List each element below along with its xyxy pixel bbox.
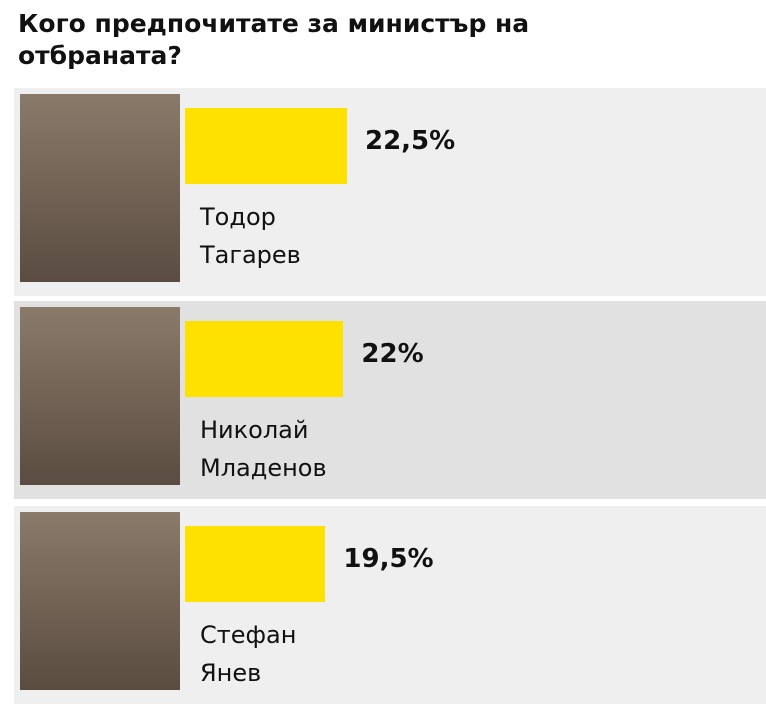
photo	[20, 512, 180, 690]
category-label: Стефан Янев	[200, 621, 297, 687]
row: 19,5% Стефан Янев	[14, 506, 766, 704]
photo	[20, 307, 180, 485]
row: 22% Николай Младенов	[14, 301, 766, 499]
value-label: 22%	[361, 339, 424, 369]
category-label: Тодор Тагарев	[200, 203, 301, 269]
category-label: Николай Младенов	[200, 416, 327, 482]
bar	[185, 526, 326, 602]
bar	[185, 321, 344, 397]
row: 22,5% Тодор Тагарев	[14, 88, 766, 296]
value-label: 22,5%	[365, 126, 456, 156]
photo	[20, 94, 180, 282]
bar	[185, 108, 347, 184]
value-label: 19,5%	[343, 544, 434, 574]
chart-title: Кого предпочитате за министър на отбрана…	[18, 9, 530, 70]
